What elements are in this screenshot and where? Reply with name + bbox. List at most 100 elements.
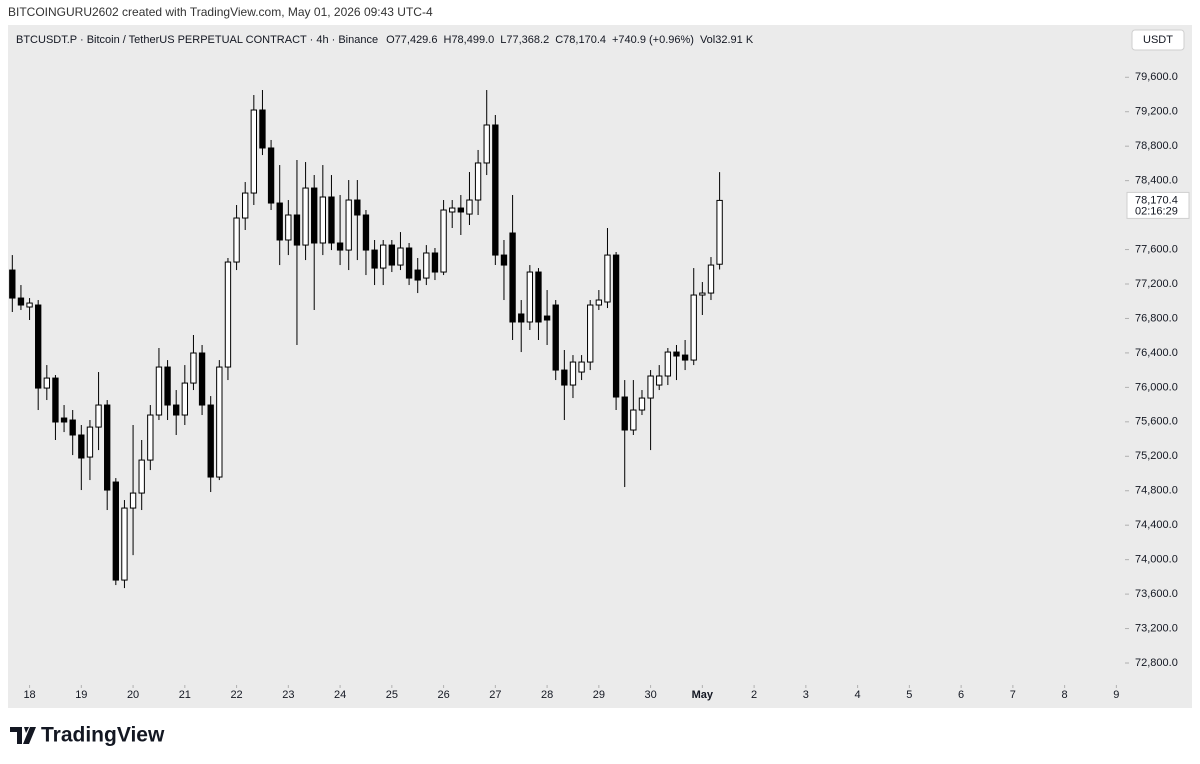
y-tick-label: 78,400.0 xyxy=(1135,175,1178,187)
candle-body-up xyxy=(26,302,33,308)
candle-body-down xyxy=(78,434,85,459)
candle-body-up xyxy=(699,292,706,296)
legend-value: 78,499.0 xyxy=(451,34,494,46)
last-price-label: 78,170.4 xyxy=(1135,194,1178,206)
candle-body-up xyxy=(138,459,145,494)
y-tick-label: 79,600.0 xyxy=(1135,71,1178,83)
candle-body-up xyxy=(638,397,646,411)
legend-key: C xyxy=(555,34,563,46)
x-tick-label: 2 xyxy=(751,689,757,701)
candle-body-up xyxy=(466,199,473,215)
x-tick-label: 21 xyxy=(179,689,191,701)
candle-body-down xyxy=(552,304,559,371)
candle-body-down xyxy=(612,254,620,398)
brand-logo: TradingView xyxy=(10,724,165,747)
y-tick-label: 76,800.0 xyxy=(1135,312,1178,324)
x-tick-label: 27 xyxy=(489,689,501,701)
y-tick-label: 73,600.0 xyxy=(1135,588,1178,600)
x-tick-label: 9 xyxy=(1113,689,1119,701)
candle-body-down xyxy=(293,214,301,246)
header: BITCOINGURU2602 created with TradingView… xyxy=(8,5,433,19)
y-tick-label: 74,400.0 xyxy=(1135,519,1178,531)
candle-body-down xyxy=(60,417,68,423)
y-tick-label: 74,000.0 xyxy=(1135,554,1178,566)
x-tick-label: 19 xyxy=(75,689,87,701)
x-tick-label: 24 xyxy=(334,689,346,701)
candle-body-down xyxy=(311,187,318,244)
candle-body-down xyxy=(405,247,413,279)
candle-body-up xyxy=(181,382,188,416)
legend-value: 77,429.6 xyxy=(395,34,438,46)
y-tick-label: 76,000.0 xyxy=(1135,381,1178,393)
candle-body-up xyxy=(155,366,163,416)
candle-body-up xyxy=(43,377,50,389)
candle-body-up xyxy=(690,294,697,361)
legend-volume-key: Vol xyxy=(700,34,715,46)
candle-body-up xyxy=(86,426,94,458)
y-tick-label: 79,200.0 xyxy=(1135,106,1178,118)
y-tick-label: 75,200.0 xyxy=(1135,450,1178,462)
candle-body-down xyxy=(336,242,344,251)
x-tick-label: 5 xyxy=(906,689,912,701)
candle-body-down xyxy=(354,199,361,216)
logo-mark xyxy=(10,727,36,744)
candle-body-down xyxy=(207,404,214,478)
currency-button[interactable] xyxy=(1131,29,1185,51)
candle-body-up xyxy=(423,252,430,279)
candle-body-down xyxy=(621,396,628,431)
candle-body-down xyxy=(535,271,542,323)
candle-body-down xyxy=(518,313,525,323)
legend-key: H xyxy=(443,34,451,46)
candle-body-up xyxy=(233,217,240,263)
y-tick-label: 73,200.0 xyxy=(1135,622,1178,634)
candle-body-up xyxy=(380,244,387,269)
candle-body-down xyxy=(673,351,680,357)
y-tick-label: 77,200.0 xyxy=(1135,278,1178,290)
candle-body-up xyxy=(707,264,715,294)
candle-body-up xyxy=(647,375,654,399)
candle-body-up xyxy=(242,192,249,219)
y-tick-label: 78,800.0 xyxy=(1135,140,1178,152)
candle-body-up xyxy=(147,414,154,461)
x-tick-label: 20 xyxy=(127,689,139,701)
candle-body-down xyxy=(112,481,119,581)
candle-body-up xyxy=(656,375,663,386)
x-tick-label: 26 xyxy=(437,689,449,701)
candle-body-up xyxy=(129,492,137,509)
candle-body-down xyxy=(259,109,266,149)
candle-body-down xyxy=(198,352,206,406)
last-price-box xyxy=(1126,191,1190,219)
x-tick-label: 7 xyxy=(1010,689,1016,701)
y-tick-label: 77,600.0 xyxy=(1135,243,1178,255)
legend: BTCUSDT.P · Bitcoin / TetherUS PERPETUAL… xyxy=(16,34,754,46)
candle-body-up xyxy=(285,214,292,241)
x-tick-label: 22 xyxy=(230,689,242,701)
candle-body-down xyxy=(457,207,465,213)
currency-label[interactable]: USDT xyxy=(1143,34,1173,46)
candle-body-down xyxy=(69,419,76,436)
x-tick-label: 4 xyxy=(855,689,861,701)
candle-body-up xyxy=(587,304,594,363)
candle-body-up xyxy=(716,199,723,265)
candle-body-up xyxy=(526,271,534,323)
candle-body-down xyxy=(173,404,180,416)
candle-body-up xyxy=(578,361,585,373)
candle-body-up xyxy=(440,209,447,273)
candle-body-down xyxy=(17,297,25,306)
x-tick-label: 18 xyxy=(23,689,35,701)
candle-body-up xyxy=(95,404,102,428)
candle-body-down xyxy=(35,304,42,389)
brand-name: TradingView xyxy=(41,724,165,747)
candle-body-down xyxy=(500,254,508,266)
legend-change: +740.9 (+0.96%) xyxy=(612,34,694,46)
candle-body-down xyxy=(267,147,275,204)
candle-body-up xyxy=(474,162,482,201)
x-tick-label: 23 xyxy=(282,689,294,701)
candle-body-down xyxy=(104,404,111,491)
candle-body-up xyxy=(121,507,128,581)
candle-body-up xyxy=(664,351,672,377)
legend-key: L xyxy=(500,34,506,46)
candle-body-down xyxy=(561,369,568,386)
x-tick-label: 3 xyxy=(803,689,809,701)
